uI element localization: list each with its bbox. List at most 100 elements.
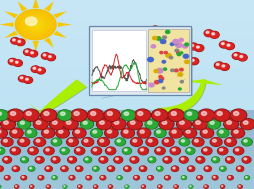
- Circle shape: [24, 50, 31, 55]
- Circle shape: [23, 15, 48, 34]
- Circle shape: [134, 176, 138, 180]
- Bar: [0, 106, 254, 107]
- Circle shape: [81, 120, 92, 128]
- Bar: [0, 83, 254, 84]
- Bar: [0, 97, 254, 98]
- Bar: [0, 131, 254, 132]
- Bar: [0, 112, 254, 113]
- Circle shape: [154, 81, 158, 84]
- Bar: [0, 0, 254, 1]
- Circle shape: [158, 186, 159, 187]
- Circle shape: [121, 128, 134, 138]
- Bar: [0, 139, 254, 140]
- Circle shape: [0, 148, 5, 154]
- Circle shape: [157, 185, 161, 188]
- Circle shape: [0, 129, 7, 137]
- Bar: [0, 40, 254, 41]
- Circle shape: [46, 149, 49, 151]
- Circle shape: [148, 83, 153, 87]
- Circle shape: [20, 121, 24, 124]
- Bar: [0, 26, 254, 27]
- Bar: [0, 145, 254, 146]
- Bar: [0, 57, 254, 58]
- Bar: [0, 17, 254, 18]
- Circle shape: [240, 119, 254, 130]
- Bar: [0, 121, 254, 122]
- Circle shape: [209, 121, 213, 124]
- Circle shape: [44, 147, 54, 155]
- Circle shape: [74, 112, 79, 115]
- Circle shape: [165, 30, 169, 33]
- Circle shape: [5, 176, 10, 180]
- Circle shape: [214, 63, 222, 68]
- Bar: [0, 39, 254, 40]
- Circle shape: [19, 138, 29, 146]
- Circle shape: [23, 109, 39, 121]
- Circle shape: [108, 167, 111, 169]
- Circle shape: [135, 110, 149, 121]
- Circle shape: [145, 120, 157, 128]
- Circle shape: [101, 177, 103, 178]
- Circle shape: [139, 130, 144, 133]
- Polygon shape: [4, 11, 18, 18]
- Bar: [0, 79, 254, 80]
- Bar: [0, 133, 254, 134]
- Circle shape: [49, 56, 51, 57]
- Circle shape: [16, 10, 55, 39]
- Bar: [0, 175, 254, 176]
- Bar: [0, 162, 254, 163]
- Circle shape: [196, 176, 202, 180]
- Circle shape: [31, 52, 33, 54]
- Circle shape: [152, 36, 156, 40]
- Bar: [0, 6, 254, 7]
- Bar: [0, 2, 254, 3]
- Circle shape: [187, 167, 194, 171]
- Circle shape: [86, 176, 91, 180]
- Circle shape: [183, 110, 198, 120]
- Circle shape: [205, 167, 207, 169]
- Circle shape: [15, 185, 18, 188]
- Circle shape: [14, 60, 22, 66]
- Bar: [0, 85, 254, 86]
- Circle shape: [44, 130, 48, 133]
- Circle shape: [93, 185, 97, 188]
- Bar: [0, 43, 254, 44]
- Circle shape: [93, 185, 97, 188]
- Bar: [0, 119, 254, 120]
- Circle shape: [18, 11, 53, 38]
- Circle shape: [164, 51, 167, 54]
- Circle shape: [66, 121, 71, 124]
- Bar: [0, 35, 254, 36]
- Circle shape: [130, 121, 135, 124]
- Circle shape: [196, 157, 203, 163]
- Circle shape: [151, 109, 167, 121]
- Circle shape: [134, 109, 150, 121]
- Bar: [0, 108, 254, 109]
- Circle shape: [204, 167, 210, 171]
- Circle shape: [121, 110, 135, 120]
- Circle shape: [105, 110, 119, 121]
- Circle shape: [241, 157, 250, 163]
- Bar: [0, 129, 254, 130]
- Bar: [0, 183, 254, 184]
- Circle shape: [69, 158, 72, 160]
- Circle shape: [141, 185, 145, 188]
- Circle shape: [202, 130, 207, 133]
- Circle shape: [156, 28, 165, 34]
- Circle shape: [80, 119, 93, 129]
- Bar: [0, 74, 254, 75]
- Bar: [0, 113, 254, 114]
- Circle shape: [171, 167, 178, 171]
- Circle shape: [107, 166, 114, 171]
- Circle shape: [10, 128, 23, 138]
- Circle shape: [83, 121, 87, 124]
- Circle shape: [20, 13, 51, 36]
- Circle shape: [34, 138, 45, 146]
- Circle shape: [42, 129, 54, 137]
- Circle shape: [11, 148, 20, 154]
- Bar: [0, 159, 254, 160]
- Circle shape: [156, 149, 160, 151]
- Circle shape: [47, 186, 48, 187]
- Bar: [0, 102, 254, 103]
- Circle shape: [224, 119, 237, 129]
